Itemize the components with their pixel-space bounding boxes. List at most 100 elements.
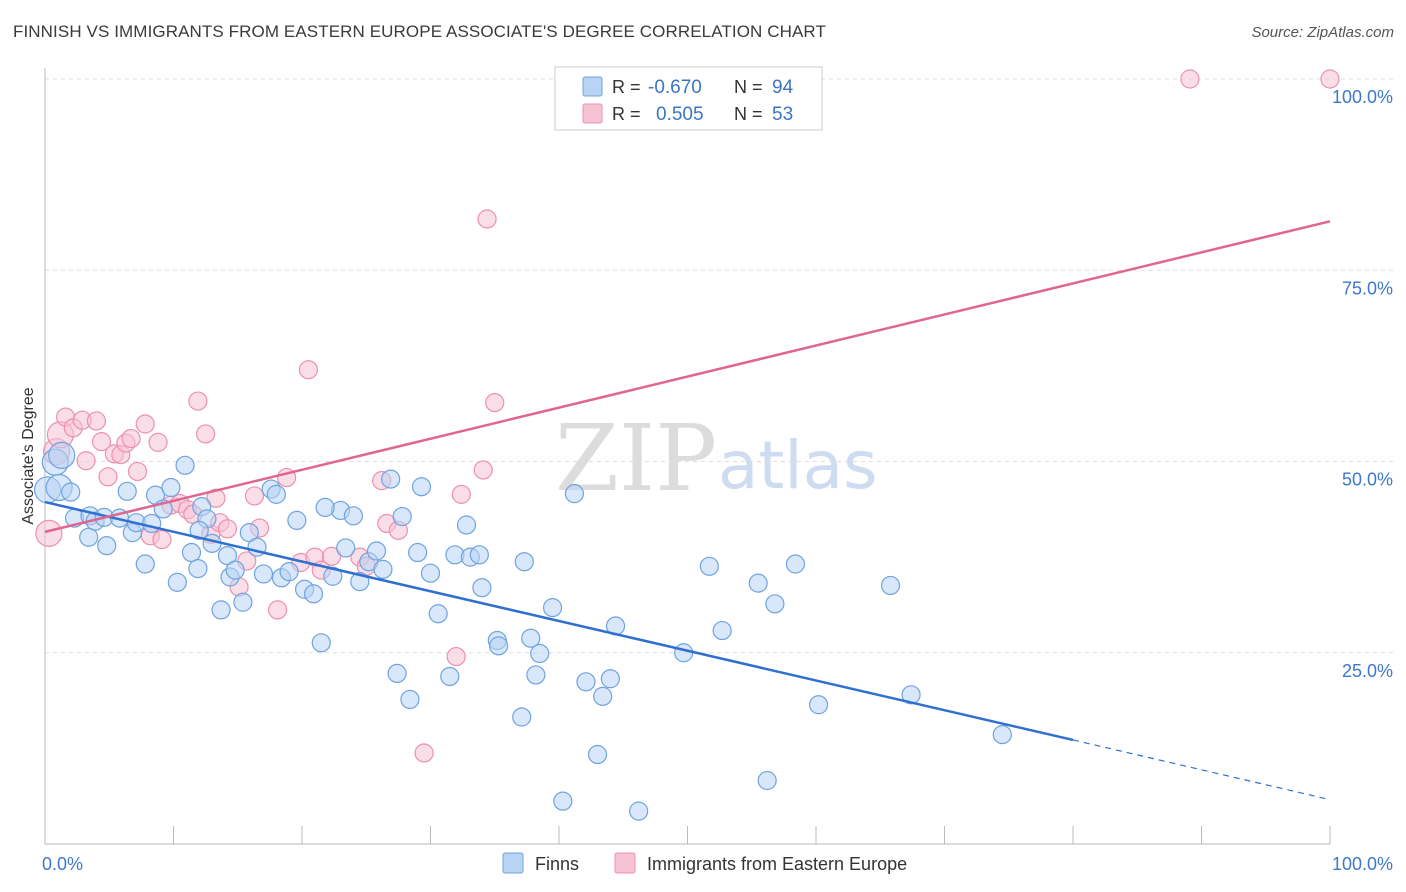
finns-point-29 bbox=[225, 560, 245, 580]
eastern-europe-point-7 bbox=[86, 411, 107, 431]
eastern-europe-point-9 bbox=[98, 467, 118, 487]
finns-point-38 bbox=[287, 510, 307, 531]
finns-point-11 bbox=[117, 481, 137, 501]
finns-point-74 bbox=[576, 672, 596, 692]
y-axis-label: Associate's Degree bbox=[20, 387, 37, 524]
finns-point-57 bbox=[428, 604, 448, 624]
eastern-europe-point-45 bbox=[414, 743, 434, 763]
finns-point-85 bbox=[765, 594, 785, 614]
stats-legend: R = -0.670 N = 94 R = 0.505 N = 53 bbox=[554, 66, 823, 131]
trend-lines bbox=[44, 220, 1331, 801]
eastern-europe-point-47 bbox=[451, 484, 471, 504]
eastern-europe-point-0 bbox=[35, 519, 63, 548]
eastern-europe-point-48 bbox=[473, 460, 493, 480]
finns-point-81 bbox=[699, 556, 719, 576]
finns-point-35 bbox=[266, 484, 286, 504]
eastern-europe-point-6 bbox=[76, 451, 96, 471]
finns-point-18 bbox=[161, 477, 181, 498]
eastern-europe-point-36 bbox=[298, 360, 319, 380]
finns-point-44 bbox=[336, 538, 356, 558]
finns-point-21 bbox=[181, 542, 202, 563]
x-tick-labels: 0.0% 100.0% bbox=[42, 854, 1393, 874]
y-tick-label-1: 50.0% bbox=[1342, 470, 1393, 490]
legend-n-value-eastern-europe: 53 bbox=[772, 104, 793, 125]
finns-point-14 bbox=[135, 554, 155, 574]
eastern-europe-point-46 bbox=[446, 646, 466, 667]
finns-point-54 bbox=[408, 542, 428, 563]
finns-point-71 bbox=[542, 598, 563, 618]
finns-point-55 bbox=[411, 477, 432, 497]
bottom-legend-label-finns: Finns bbox=[535, 854, 579, 874]
finns-point-48 bbox=[366, 541, 387, 561]
finns-point-77 bbox=[600, 669, 621, 689]
y-tick-label-0: 25.0% bbox=[1342, 661, 1393, 681]
eastern-europe-point-15 bbox=[135, 414, 155, 434]
finns-point-65 bbox=[489, 636, 509, 656]
bottom-legend-label-eastern-europe: Immigrants from Eastern Europe bbox=[647, 854, 907, 874]
finns-point-89 bbox=[901, 685, 921, 705]
finns-point-63 bbox=[472, 578, 492, 598]
legend-r-value-eastern-europe: 0.505 bbox=[656, 104, 704, 125]
eastern-europe-point-13 bbox=[121, 428, 141, 449]
finns-point-42 bbox=[323, 566, 343, 586]
y-tick-label-3: 100.0% bbox=[1332, 87, 1393, 107]
finns-point-9 bbox=[97, 536, 117, 556]
chart-source: Source: ZipAtlas.com bbox=[1251, 24, 1394, 41]
legend-r-value-finns: -0.670 bbox=[648, 77, 702, 98]
finns-point-50 bbox=[381, 469, 401, 489]
finns-point-20 bbox=[175, 455, 195, 475]
finns-trend-extension bbox=[1072, 739, 1331, 801]
legend-r-label-eastern-europe: R = bbox=[612, 104, 641, 124]
eastern-europe-point-14 bbox=[127, 461, 148, 482]
y-tick-labels: 25.0% 50.0% 75.0% 100.0% bbox=[1332, 87, 1393, 681]
finns-point-91 bbox=[61, 482, 81, 502]
eastern-europe-point-23 bbox=[188, 391, 208, 411]
finns-point-52 bbox=[392, 506, 412, 527]
finns-point-37 bbox=[279, 562, 299, 582]
finns-point-86 bbox=[785, 554, 806, 574]
finns-point-72 bbox=[553, 791, 573, 811]
finns-point-90 bbox=[992, 725, 1012, 745]
finns-point-49 bbox=[373, 559, 393, 579]
bottom-legend-swatch-finns bbox=[502, 852, 524, 874]
finns-point-68 bbox=[521, 628, 541, 648]
finns-point-26 bbox=[211, 600, 231, 620]
legend-swatch-finns bbox=[582, 76, 603, 97]
finns-point-83 bbox=[748, 573, 768, 593]
y-tick-label-2: 75.0% bbox=[1342, 278, 1393, 298]
finns-point-33 bbox=[253, 564, 274, 584]
finns-point-5 bbox=[79, 527, 99, 547]
eastern-europe-trend-line bbox=[44, 220, 1331, 534]
x-tick-label-1: 100.0% bbox=[1332, 854, 1393, 874]
finns-point-60 bbox=[456, 515, 477, 535]
legend-r-label-finns: R = bbox=[612, 77, 641, 97]
eastern-europe-point-8 bbox=[91, 432, 112, 452]
legend-n-label-eastern-europe: N = bbox=[734, 104, 763, 124]
finns-point-15 bbox=[142, 513, 162, 534]
finns-point-73 bbox=[564, 484, 585, 504]
eastern-europe-point-50 bbox=[485, 392, 505, 413]
eastern-europe-point-24 bbox=[196, 424, 216, 444]
finns-point-62 bbox=[469, 545, 489, 565]
finns-point-70 bbox=[530, 643, 550, 664]
eastern-europe-point-52 bbox=[1320, 69, 1340, 89]
legend-n-label-finns: N = bbox=[734, 77, 763, 97]
series-legend: Finns Immigrants from Eastern Europe bbox=[502, 852, 907, 874]
eastern-europe-point-28 bbox=[217, 519, 238, 539]
finns-point-40 bbox=[303, 584, 324, 604]
finns-point-41 bbox=[311, 633, 331, 653]
finns-trend-line bbox=[44, 500, 1074, 742]
eastern-europe-point-33 bbox=[267, 600, 288, 620]
finns-point-53 bbox=[400, 689, 420, 710]
finns-point-67 bbox=[514, 552, 534, 572]
eastern-europe-point-26 bbox=[206, 488, 226, 508]
finns-point-58 bbox=[440, 666, 460, 687]
chart-title: FINNISH VS IMMIGRANTS FROM EASTERN EUROP… bbox=[13, 22, 826, 41]
finns-point-56 bbox=[420, 563, 441, 583]
finns-point-30 bbox=[233, 592, 253, 612]
finns-point-84 bbox=[757, 770, 777, 791]
legend-n-value-finns: 94 bbox=[772, 77, 794, 98]
eastern-europe-point-31 bbox=[244, 486, 265, 506]
eastern-europe-point-51 bbox=[1180, 69, 1200, 89]
